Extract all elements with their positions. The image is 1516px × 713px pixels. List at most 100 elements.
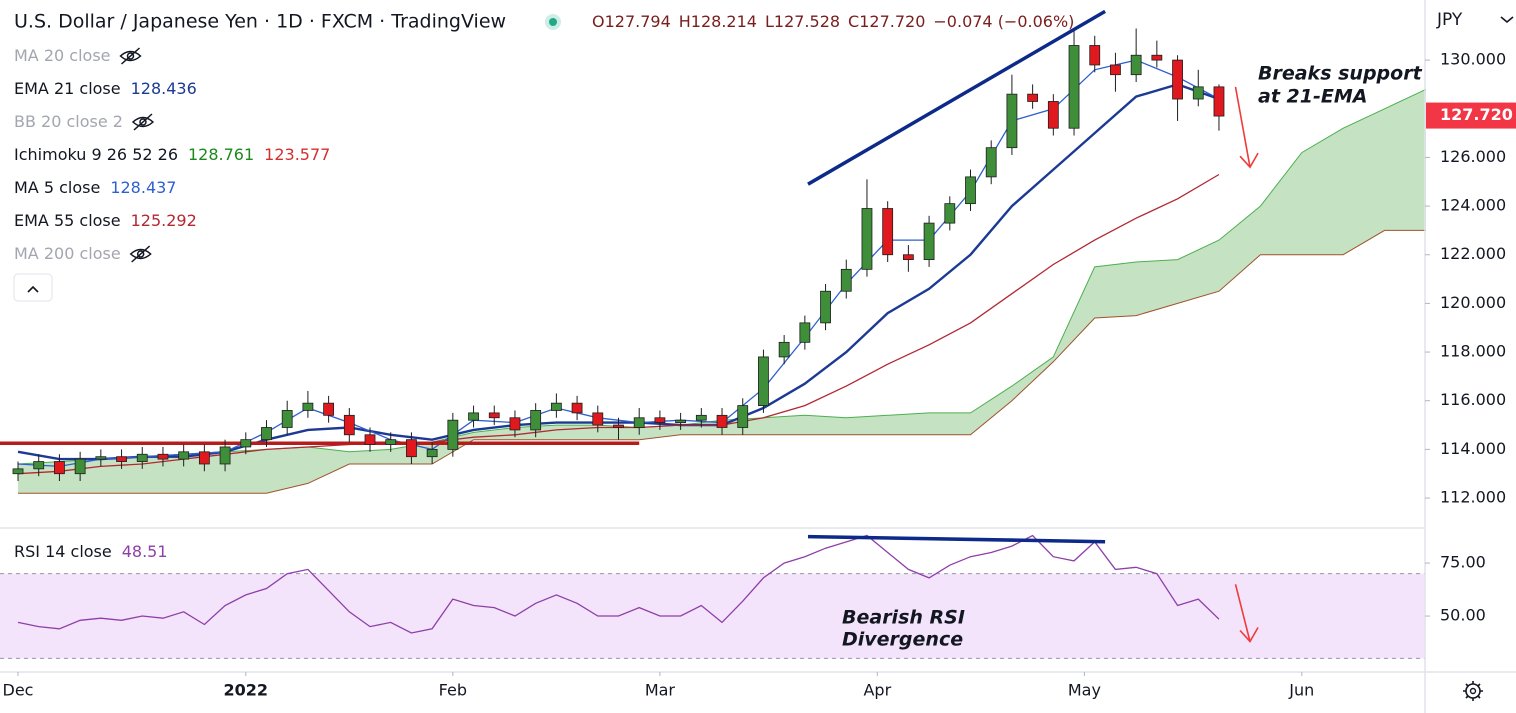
candle-body — [923, 222, 935, 261]
annotation: Divergence — [842, 629, 963, 651]
candle-body — [178, 451, 190, 460]
candle-body — [882, 208, 894, 256]
x-tick-label: May — [1068, 681, 1101, 700]
indicator-legend: MA 20 close EMA 21 close 128.436 BB 20 clos… — [14, 46, 330, 561]
rsi-line — [17, 534, 1220, 634]
candle-body — [820, 290, 831, 324]
rsi-band — [0, 573, 1425, 659]
candle-body — [447, 419, 459, 450]
candle-body — [902, 254, 914, 261]
indicator-value: 128.761 — [188, 145, 254, 164]
annotation: Bearish RSI — [842, 607, 965, 629]
y-tick-label: 118.000 — [1440, 342, 1506, 361]
y-tick-label: 126.000 — [1440, 147, 1506, 166]
candle-body — [1006, 93, 1018, 149]
indicator-value: 123.577 — [264, 145, 330, 164]
candle-body — [550, 402, 562, 411]
candle-body — [54, 461, 65, 475]
indicator-name: EMA 55 close — [14, 211, 121, 230]
ohlc-value: L127.528 — [765, 12, 840, 31]
ohlc-value: H128.214 — [679, 12, 757, 31]
candle-body — [1027, 93, 1039, 102]
y-tick-label: 114.000 — [1440, 439, 1506, 458]
settings-icon[interactable] — [1463, 681, 1483, 701]
candle-body — [116, 456, 127, 462]
indicator-legend-entry: MA 200 close — [14, 244, 121, 263]
candle-body — [799, 322, 811, 343]
candle-body — [219, 446, 231, 465]
x-tick-label: Feb — [439, 681, 467, 700]
candle-body — [1130, 54, 1142, 76]
y-axis-label: JPY — [1436, 10, 1463, 30]
indicator-name: MA 5 close — [14, 178, 100, 197]
candle-body — [571, 402, 583, 414]
rsi-tick-label: 75.00 — [1440, 553, 1486, 572]
indicator-name: EMA 21 close — [14, 79, 121, 98]
candle-body — [1192, 86, 1204, 100]
trend-line — [807, 534, 1106, 544]
candle-body — [1068, 45, 1080, 129]
candle-body — [157, 453, 169, 460]
gear-center — [1469, 687, 1477, 695]
candle-body — [1110, 64, 1121, 76]
eye-slash — [131, 245, 151, 263]
candle-body — [261, 427, 272, 441]
ohlc-legend: O127.794 H128.214 L127.528 C127.720 −0.074 (… — [592, 12, 1074, 31]
ichimoku-span-b — [18, 229, 1426, 494]
candle-body — [758, 356, 769, 406]
ichimoku-cloud — [18, 89, 1426, 494]
x-tick-label: Mar — [645, 681, 676, 700]
candle-body — [136, 453, 148, 462]
y-tick-label: 112.000 — [1440, 488, 1506, 507]
candle-body — [861, 208, 873, 270]
eye-pupil — [136, 250, 145, 258]
candle-body — [633, 417, 645, 428]
indicator-name: Ichimoku 9 26 52 26 — [14, 145, 178, 164]
indicator-legend-entry: BB 20 close 2 — [14, 112, 123, 131]
candle-body — [343, 414, 355, 436]
candle-body — [468, 412, 479, 421]
candle-body — [364, 434, 376, 445]
candle-body — [406, 439, 417, 458]
eye-pupil — [126, 52, 135, 60]
rsi-tick-label: 50.00 — [1440, 606, 1486, 625]
eye-slash — [121, 47, 140, 65]
indicator-legend-entry: Ichimoku 9 26 52 26 128.761 123.577 — [14, 145, 330, 164]
axis-menu-chevron[interactable] — [1500, 16, 1514, 24]
y-tick-label: 130.000 — [1440, 50, 1506, 69]
annotation: Breaks support — [1258, 63, 1423, 85]
x-tick-label: Dec — [3, 681, 34, 700]
arrow-shaft — [1234, 86, 1251, 168]
visibility-toggle[interactable] — [119, 47, 142, 65]
eye-slash — [133, 113, 153, 131]
y-tick-label: 122.000 — [1440, 244, 1506, 263]
indicator-legend-entry: EMA 21 close 128.436 — [14, 79, 197, 98]
candle-body — [592, 412, 604, 426]
candle-body — [778, 341, 790, 358]
last-price-tag — [1426, 102, 1516, 129]
candle-body — [12, 468, 24, 475]
candle-body — [74, 458, 86, 475]
collapse-icon — [27, 285, 39, 293]
candle-body — [1089, 45, 1101, 66]
candle-body — [840, 268, 852, 292]
indicator-name: MA 200 close — [14, 244, 121, 263]
indicator-value: 128.436 — [131, 79, 197, 98]
indicator-value: 125.292 — [131, 211, 197, 230]
candle-body — [33, 461, 45, 470]
indicator-value: 128.437 — [110, 178, 176, 197]
ohlc-value: C127.720 — [848, 12, 925, 31]
status-dot — [549, 18, 557, 26]
candle-body — [1151, 54, 1163, 61]
annotation: at 21-EMA — [1258, 86, 1367, 108]
candle-body — [488, 412, 500, 419]
visibility-toggle[interactable] — [129, 245, 152, 263]
indicator-name: RSI 14 close — [14, 542, 112, 561]
arrow-head — [1239, 627, 1259, 643]
x-tick-label: Apr — [863, 681, 891, 700]
candle-body — [613, 424, 624, 428]
visibility-toggle[interactable] — [131, 113, 155, 131]
candle-body — [675, 419, 687, 424]
ohlc-value: O127.794 — [592, 12, 671, 31]
